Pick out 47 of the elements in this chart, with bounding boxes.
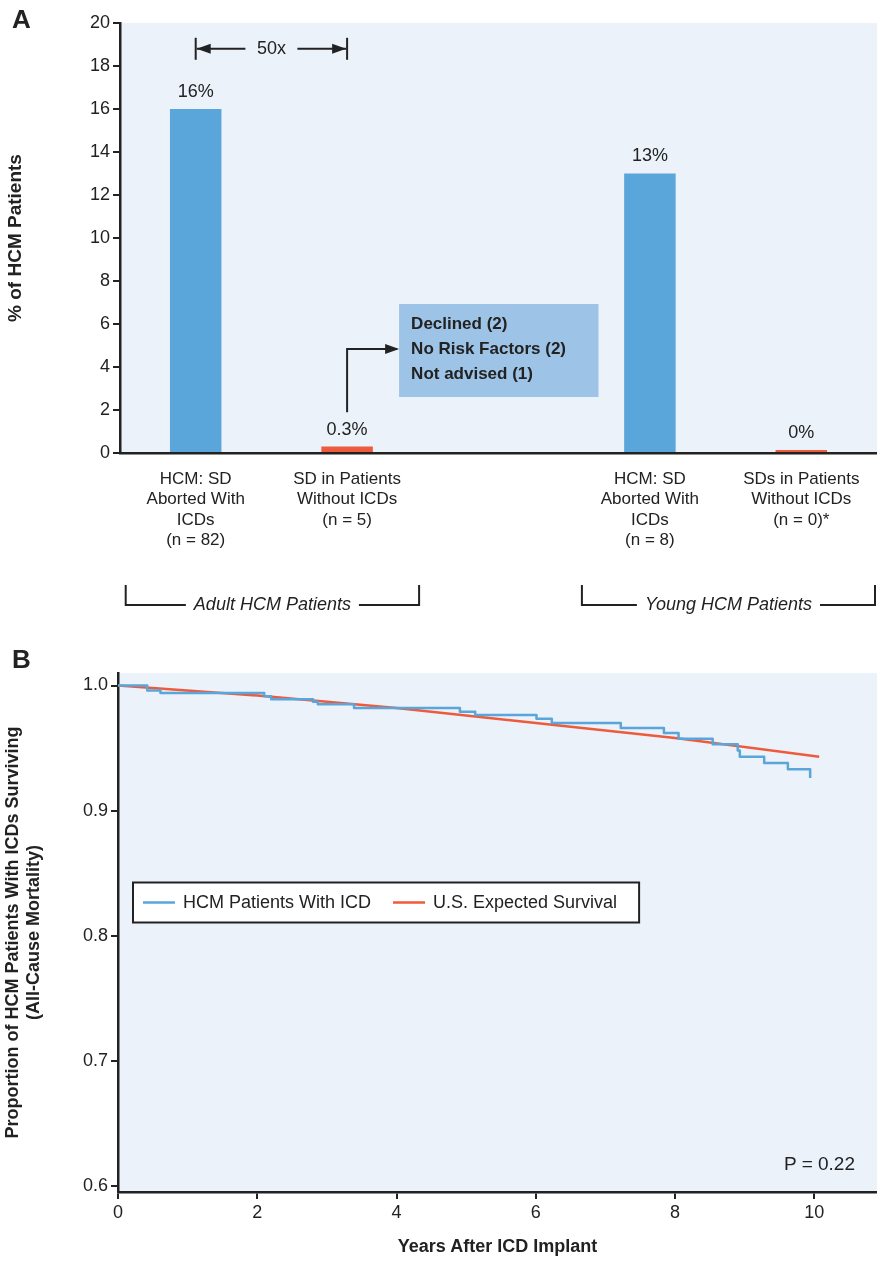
chart-title: B xyxy=(12,644,31,675)
y-tick-label: 20 xyxy=(89,11,110,32)
x-axis-title: Years After ICD Implant xyxy=(397,1236,598,1257)
y-tick-label: 4 xyxy=(99,355,110,376)
y-tick-label: 0.9 xyxy=(82,799,108,820)
text: Young HCM Patients xyxy=(644,594,812,614)
legend-label: HCM Patients With ICD xyxy=(183,892,372,913)
annotation: Declined (2) xyxy=(411,313,508,333)
annotation: 50x xyxy=(256,37,286,58)
y-tick-label: 14 xyxy=(89,140,110,161)
y-tick-label: 10 xyxy=(89,226,110,247)
legend-label: U.S. Expected Survival xyxy=(433,892,618,913)
y-tick-label: 2 xyxy=(99,398,110,419)
x-tick-label: 10 xyxy=(804,1201,825,1222)
text: Adult HCM Patients xyxy=(192,594,351,614)
x-tick-label: 8 xyxy=(670,1201,681,1222)
y-tick-label: 16 xyxy=(89,97,110,118)
chart-title: A xyxy=(12,4,31,35)
x-tick-label: HCM: SD Aborted With ICDs (n = 8) xyxy=(600,468,700,550)
y-tick-label: 8 xyxy=(99,269,110,290)
x-tick-label: 6 xyxy=(530,1201,541,1222)
bar xyxy=(169,109,222,452)
data-label: 16% xyxy=(177,80,214,101)
annotation: Not advised (1) xyxy=(411,363,533,383)
y-tick-label: 0.7 xyxy=(82,1049,108,1070)
y-axis-title: Proportion of HCM Patients With ICDs Surviving (All-Cause Mortality) xyxy=(1,726,44,1139)
y-tick-label: 1.0 xyxy=(82,674,108,695)
annotation: P = 0.22 xyxy=(784,1152,855,1174)
x-tick-label: 0 xyxy=(112,1201,124,1222)
y-tick-label: 0.8 xyxy=(82,924,108,945)
bar xyxy=(321,446,373,452)
bar xyxy=(624,173,676,452)
x-tick-label: 2 xyxy=(252,1201,263,1222)
y-tick-label: 6 xyxy=(99,312,110,333)
y-tick-label: 0 xyxy=(99,441,110,462)
data-label: 13% xyxy=(631,145,668,166)
x-tick-label: 4 xyxy=(391,1201,402,1222)
y-tick-label: 0.6 xyxy=(82,1174,108,1195)
x-tick-label: SDs in Patients Without ICDs (n = 0)* xyxy=(743,468,860,529)
y-axis-title: % of HCM Patients xyxy=(3,154,25,322)
x-tick-label: HCM: SD Aborted With ICDs (n = 82) xyxy=(146,468,245,550)
annotation: No Risk Factors (2) xyxy=(411,338,567,358)
data-label: 0% xyxy=(788,421,815,442)
data-label: 0.3% xyxy=(326,418,368,439)
x-tick-label: SD in Patients Without ICDs (n = 5) xyxy=(293,468,401,529)
y-tick-label: 12 xyxy=(89,183,110,204)
y-tick-label: 18 xyxy=(89,54,110,75)
